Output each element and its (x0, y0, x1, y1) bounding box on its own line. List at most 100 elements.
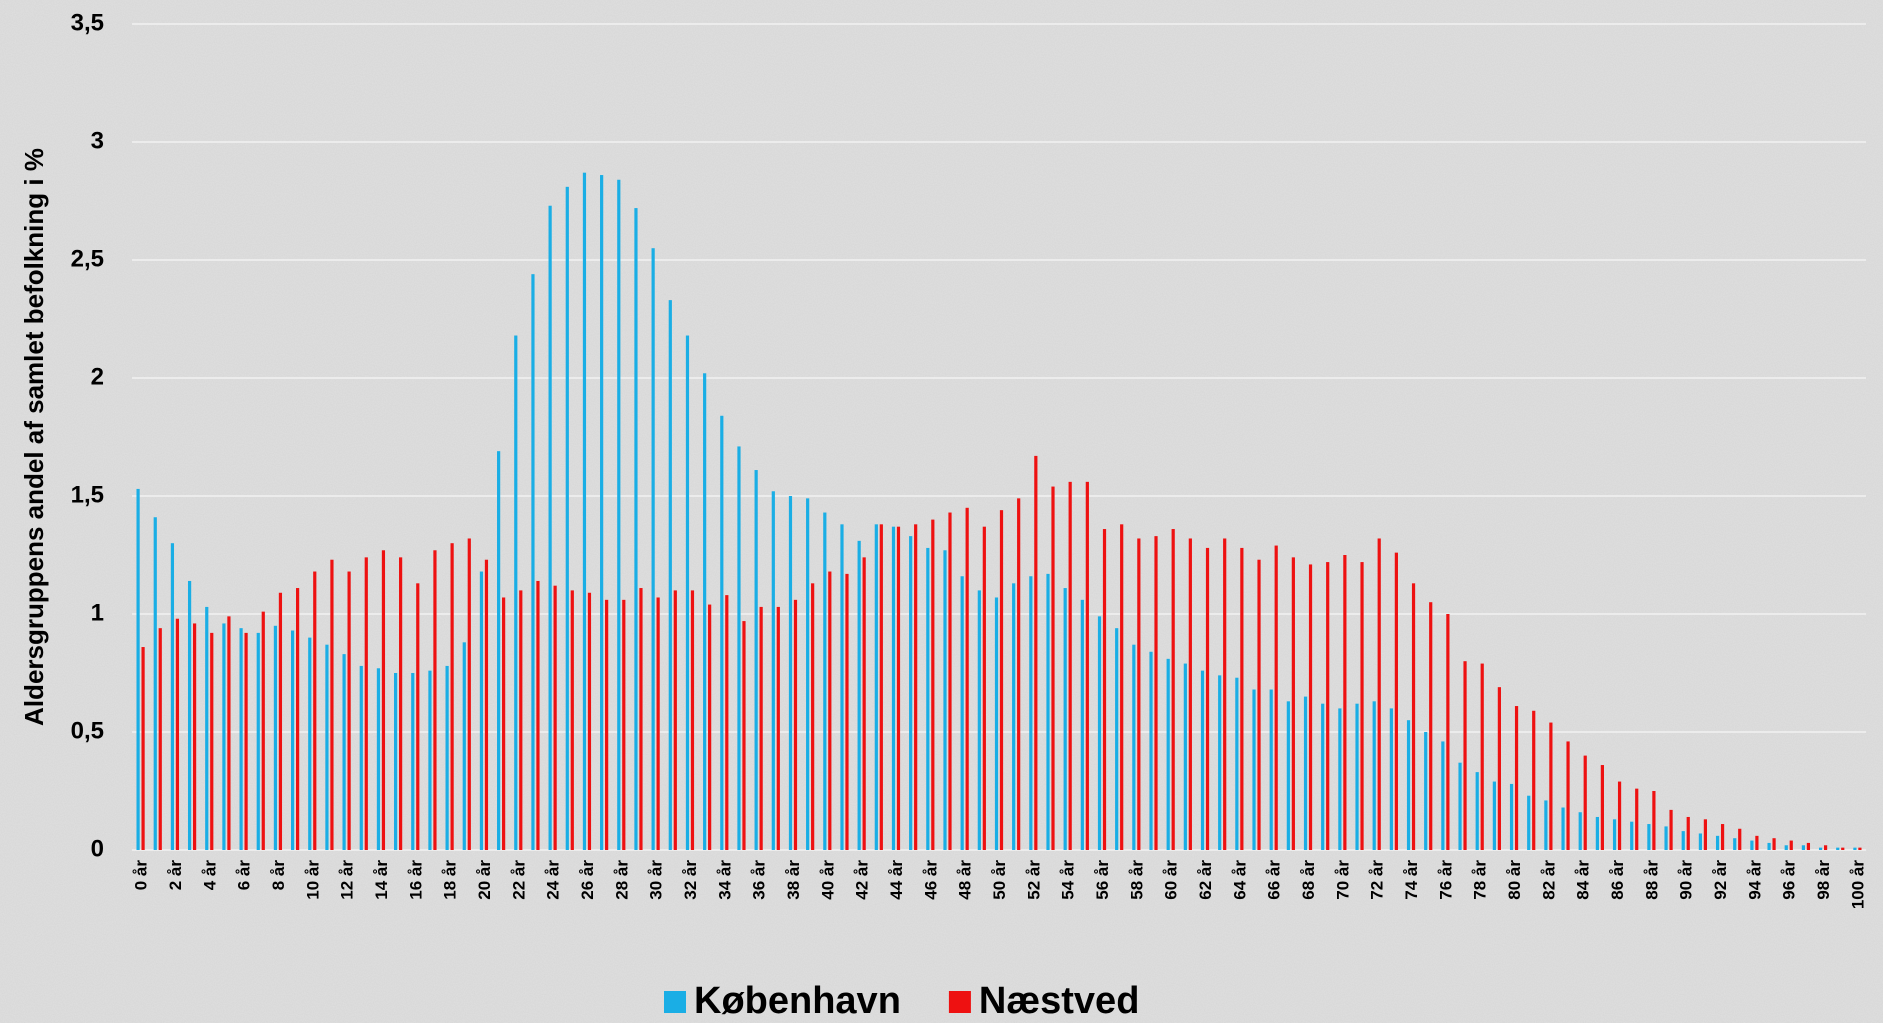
bar (1360, 562, 1364, 850)
bar (364, 557, 368, 850)
bar (1308, 564, 1313, 850)
bar (1686, 816, 1690, 850)
bar (1394, 552, 1398, 850)
bar (330, 559, 334, 850)
bar (1664, 826, 1668, 850)
bar (450, 543, 454, 850)
bar (891, 526, 896, 850)
bar (1377, 538, 1381, 850)
bar (965, 507, 969, 850)
bar (896, 526, 901, 850)
bar (141, 647, 145, 850)
bar (1789, 840, 1793, 850)
bar (1252, 689, 1256, 850)
bar (742, 621, 746, 850)
bar (416, 583, 420, 850)
bar (192, 623, 197, 850)
bar (1291, 557, 1295, 850)
bar (1647, 824, 1651, 850)
bar (960, 576, 964, 850)
x-tick-label: 82 år (1539, 860, 1558, 900)
bar (205, 606, 209, 850)
legend-label: Næstved (979, 980, 1140, 1022)
bar (531, 274, 535, 850)
x-tick-label: 22 år (509, 860, 528, 900)
x-tick-label: 30 år (647, 860, 666, 900)
bar (1703, 819, 1708, 850)
bar (1549, 722, 1553, 850)
bar (462, 642, 466, 850)
bar (994, 597, 999, 850)
x-tick-label: 34 år (715, 860, 734, 900)
x-tick-label: 54 år (1059, 860, 1078, 900)
x-tick-label: 74 år (1402, 860, 1421, 900)
bar (381, 550, 386, 850)
y-tick-label: 0 (91, 835, 104, 862)
x-tick-label: 40 år (818, 860, 837, 900)
bar (1463, 661, 1467, 850)
bar (244, 632, 248, 850)
bar (708, 604, 712, 850)
bar (290, 630, 295, 850)
bar (977, 590, 981, 850)
bar (1532, 710, 1536, 850)
x-tick-label: 64 år (1230, 860, 1249, 900)
bar (239, 628, 243, 850)
bar (1012, 583, 1016, 850)
bar (982, 526, 986, 850)
bar (1720, 824, 1725, 850)
bar (776, 606, 780, 850)
bar (668, 300, 672, 850)
bar (1097, 616, 1102, 850)
bar (793, 599, 798, 850)
bar (1818, 847, 1823, 850)
bar (278, 592, 283, 850)
x-tick-label: 20 år (475, 860, 494, 900)
bar (175, 618, 180, 850)
bar (857, 540, 861, 850)
bar (1544, 800, 1548, 850)
bar (1458, 762, 1462, 850)
bar (484, 559, 489, 850)
bar (1772, 838, 1776, 850)
bar (1767, 842, 1771, 850)
y-tick-label: 2 (91, 363, 104, 390)
legend-swatch (664, 991, 686, 1013)
bar (720, 415, 724, 850)
bar (725, 595, 729, 850)
x-tick-label: 26 år (578, 860, 597, 900)
bar (651, 248, 655, 850)
x-tick-label: 52 år (1024, 860, 1043, 900)
bar (1652, 791, 1656, 850)
bar (1566, 741, 1570, 850)
bar (1372, 701, 1376, 850)
x-tick-label: 68 år (1299, 860, 1318, 900)
bar (359, 665, 363, 850)
x-tick-label: 48 år (956, 860, 975, 900)
bar (411, 673, 415, 850)
bar (862, 557, 866, 850)
bar (261, 611, 265, 850)
bar (1068, 481, 1072, 850)
x-tick-label: 100 år (1848, 860, 1867, 910)
bar (1406, 720, 1411, 850)
x-tick-label: 28 år (612, 860, 631, 900)
bar (759, 606, 763, 850)
bar (1424, 732, 1428, 850)
bar (1257, 559, 1261, 850)
x-tick-label: 44 år (887, 860, 906, 900)
bar (1046, 573, 1050, 850)
bar (1475, 772, 1479, 850)
x-tick-label: 38 år (784, 860, 803, 900)
bar (1497, 687, 1501, 850)
bar (1715, 835, 1720, 850)
x-tick-label: 32 år (681, 860, 700, 900)
bar (1801, 845, 1806, 850)
bar (222, 623, 226, 850)
x-tick-label: 24 år (544, 860, 563, 900)
x-tick-label: 12 år (338, 860, 357, 900)
bar (1085, 481, 1089, 850)
bar (1514, 706, 1519, 850)
